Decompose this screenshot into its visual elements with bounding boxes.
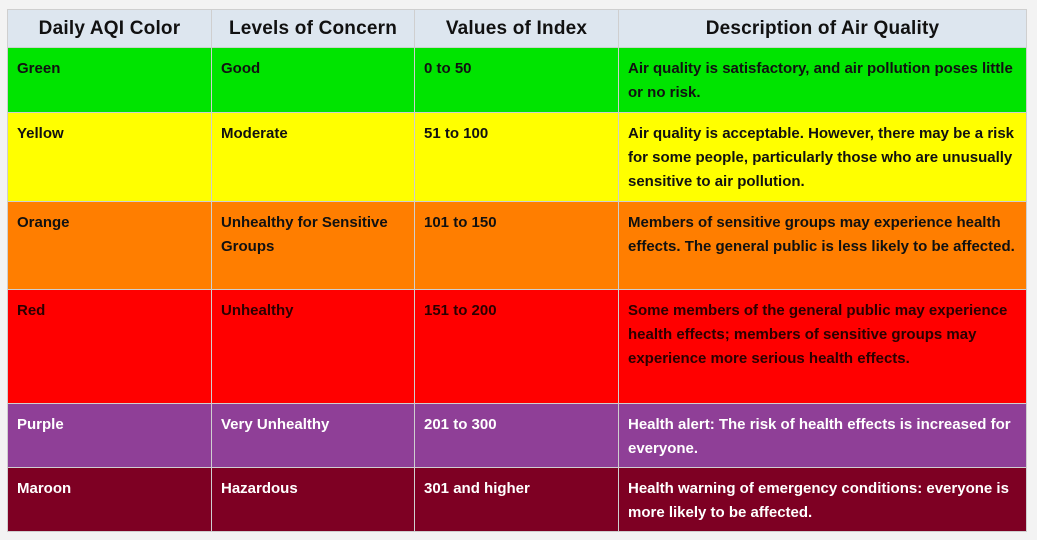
cell-level-of-concern: Hazardous (211, 467, 415, 532)
cell-index-values: 151 to 200 (414, 289, 619, 404)
header-levels-of-concern: Levels of Concern (211, 9, 415, 48)
cell-aqi-color: Green (7, 47, 212, 113)
cell-level-of-concern: Unhealthy (211, 289, 415, 404)
cell-description: Air quality is satisfactory, and air pol… (618, 47, 1027, 113)
cell-aqi-color: Purple (7, 403, 212, 468)
table-row: Purple Very Unhealthy 201 to 300 Health … (7, 403, 1027, 468)
cell-index-values: 0 to 50 (414, 47, 619, 113)
cell-level-of-concern: Moderate (211, 112, 415, 202)
table-row: Green Good 0 to 50 Air quality is satisf… (7, 47, 1027, 113)
cell-description: Members of sensitive groups may experien… (618, 201, 1027, 290)
cell-description: Health alert: The risk of health effects… (618, 403, 1027, 468)
cell-aqi-color: Red (7, 289, 212, 404)
header-description: Description of Air Quality (618, 9, 1027, 48)
table-row: Yellow Moderate 51 to 100 Air quality is… (7, 112, 1027, 202)
cell-index-values: 51 to 100 (414, 112, 619, 202)
cell-index-values: 301 and higher (414, 467, 619, 532)
header-row: Daily AQI Color Levels of Concern Values… (7, 9, 1027, 48)
cell-index-values: 201 to 300 (414, 403, 619, 468)
cell-level-of-concern: Very Unhealthy (211, 403, 415, 468)
header-daily-aqi-color: Daily AQI Color (7, 9, 212, 48)
aqi-table: Daily AQI Color Levels of Concern Values… (7, 9, 1027, 532)
cell-aqi-color: Orange (7, 201, 212, 290)
cell-aqi-color: Yellow (7, 112, 212, 202)
cell-level-of-concern: Unhealthy for Sensitive Groups (211, 201, 415, 290)
table-row: Red Unhealthy 151 to 200 Some members of… (7, 289, 1027, 404)
cell-description: Some members of the general public may e… (618, 289, 1027, 404)
cell-level-of-concern: Good (211, 47, 415, 113)
cell-description: Air quality is acceptable. However, ther… (618, 112, 1027, 202)
table-row: Orange Unhealthy for Sensitive Groups 10… (7, 201, 1027, 290)
cell-index-values: 101 to 150 (414, 201, 619, 290)
table-row: Maroon Hazardous 301 and higher Health w… (7, 467, 1027, 532)
cell-aqi-color: Maroon (7, 467, 212, 532)
cell-description: Health warning of emergency conditions: … (618, 467, 1027, 532)
header-values-of-index: Values of Index (414, 9, 619, 48)
